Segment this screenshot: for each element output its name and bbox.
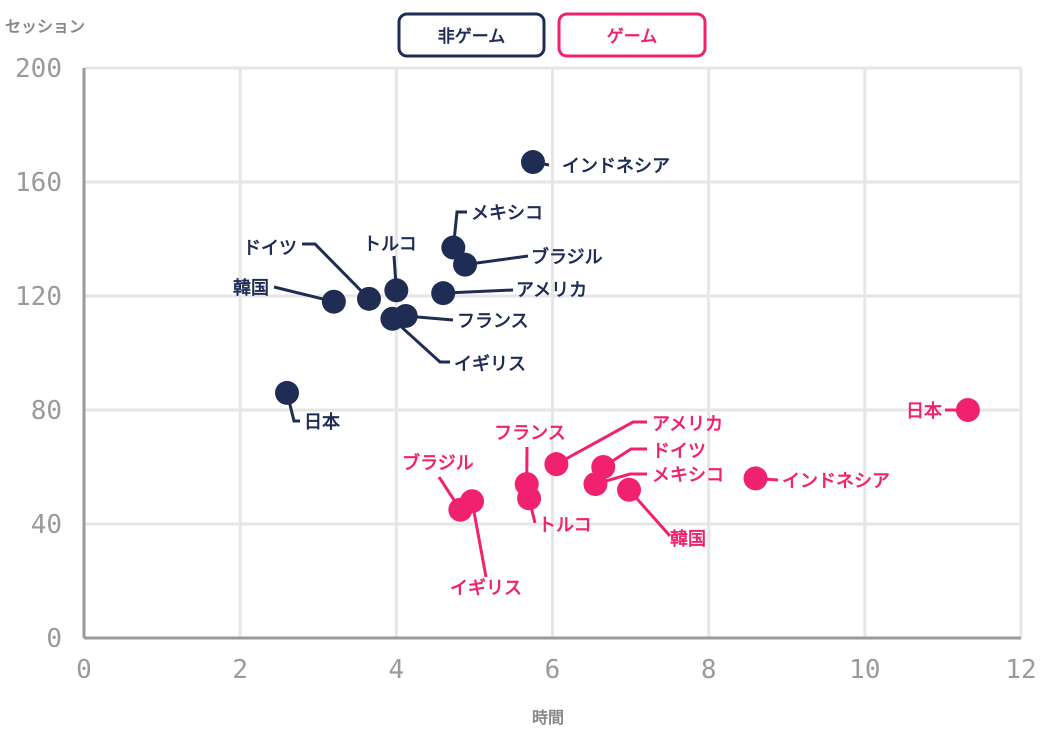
nongame-point — [321, 289, 346, 314]
nongame-point — [357, 286, 382, 311]
nongame-point-label: ブラジル — [531, 246, 603, 268]
y-tick-label: 40 — [31, 510, 62, 540]
axes — [82, 68, 1021, 640]
game-point-label: メキシコ — [652, 465, 724, 486]
game-point — [617, 477, 642, 502]
nongame-point — [384, 278, 409, 303]
y-tick-label: 120 — [15, 282, 62, 312]
nongame-point-label: 韓国 — [233, 277, 269, 299]
legend-game-label: ゲーム — [607, 26, 658, 47]
x-axis-title: 時間 — [532, 708, 564, 727]
game-point — [517, 486, 542, 511]
game-point-label: トルコ — [538, 515, 592, 536]
leader-line — [595, 472, 647, 486]
game-point-label: インドネシア — [782, 471, 890, 492]
leader-line — [470, 500, 488, 578]
game-point-label: ドイツ — [652, 441, 706, 462]
game-point — [460, 489, 485, 514]
nongame-point — [441, 235, 466, 260]
nongame-point-label: アメリカ — [516, 280, 587, 301]
y-tick-label: 200 — [15, 54, 62, 84]
x-tick-label: 4 — [389, 655, 405, 685]
leader-line — [302, 242, 371, 300]
nongame-point — [520, 150, 545, 175]
game-point-label: イギリス — [450, 578, 522, 599]
x-tick-label: 10 — [849, 655, 880, 685]
game-point-label: 日本 — [906, 400, 942, 422]
legend-nongame-label: 非ゲーム — [438, 26, 506, 47]
nongame-point-label: ドイツ — [243, 238, 297, 259]
game-point — [583, 472, 608, 497]
y-tick-label: 80 — [31, 396, 62, 426]
x-tick-label: 6 — [545, 655, 561, 685]
nongame-point — [431, 281, 456, 306]
x-tick-label: 2 — [232, 655, 248, 685]
y-axis-title: セッション — [5, 17, 85, 36]
nongame-point-label: インドネシア — [562, 156, 670, 177]
game-point — [544, 452, 569, 477]
game-point-label: フランス — [494, 423, 566, 444]
nongame-point-label: イギリス — [454, 354, 526, 375]
data-points — [275, 150, 980, 522]
nongame-point — [275, 380, 300, 405]
x-tick-label: 0 — [76, 655, 92, 685]
leader-line — [391, 317, 450, 364]
nongame-point — [453, 252, 478, 277]
game-point — [743, 466, 768, 491]
nongame-point-label: トルコ — [363, 234, 417, 255]
x-tick-label: 12 — [1005, 655, 1036, 685]
game-point — [955, 398, 980, 422]
nongame-point — [380, 306, 405, 331]
point-labels: インドネシアメキシコブラジルトルコアメリカドイツ韓国フランスイギリス日本日本アメ… — [233, 156, 942, 599]
grid — [84, 66, 1023, 638]
leader-line — [555, 420, 647, 466]
nongame-point-label: メキシコ — [471, 203, 543, 224]
game-point-label: 韓国 — [670, 528, 706, 550]
nongame-point-label: 日本 — [304, 411, 340, 433]
x-tick-label: 8 — [701, 655, 717, 685]
legend-nongame-button[interactable]: 非ゲーム — [397, 12, 546, 58]
game-point-label: アメリカ — [652, 414, 723, 435]
nongame-point-label: フランス — [457, 311, 529, 332]
y-tick-label: 0 — [46, 624, 62, 654]
y-tick-label: 160 — [15, 168, 62, 198]
legend-game-button[interactable]: ゲーム — [557, 12, 707, 58]
game-point-label: ブラジル — [402, 452, 474, 474]
